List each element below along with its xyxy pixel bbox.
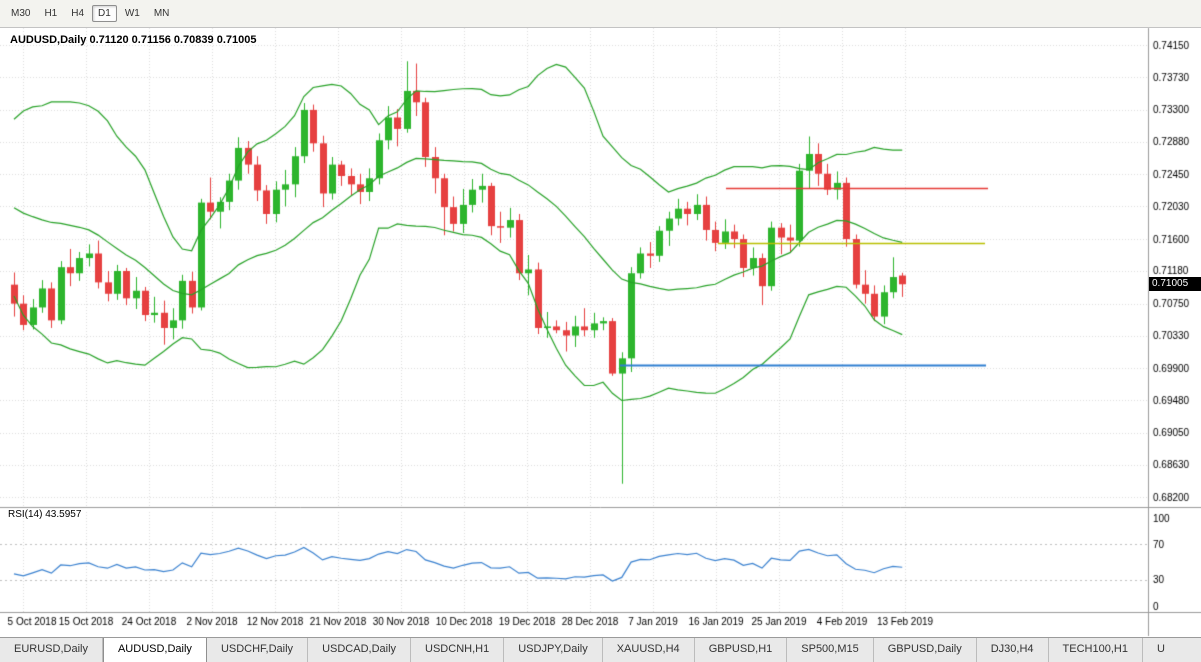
timeframe-mn-button[interactable]: MN xyxy=(148,5,176,22)
tab-gbpusd-h1[interactable]: GBPUSD,H1 xyxy=(694,638,788,662)
tab-gbpusd-daily[interactable]: GBPUSD,Daily xyxy=(873,638,977,662)
tab-clipped[interactable]: U xyxy=(1142,638,1201,662)
tab-xauusd-h4[interactable]: XAUUSD,H4 xyxy=(602,638,695,662)
timeframe-h1-button[interactable]: H1 xyxy=(38,5,63,22)
rsi-indicator-label: RSI(14) 43.5957 xyxy=(8,509,82,520)
tab-usdjpy-daily[interactable]: USDJPY,Daily xyxy=(504,638,603,662)
tab-audusd-daily[interactable]: AUDUSD,Daily xyxy=(102,638,207,662)
tab-usdcad-daily[interactable]: USDCAD,Daily xyxy=(308,638,412,662)
tab-usdchf-daily[interactable]: USDCHF,Daily xyxy=(206,638,309,662)
tab-tech100-h1[interactable]: TECH100,H1 xyxy=(1048,638,1143,662)
timeframe-d1-button[interactable]: D1 xyxy=(92,5,117,22)
timeframe-toolbar: M30 H1 H4 D1 W1 MN xyxy=(0,0,1201,28)
tab-usdcnh-h1[interactable]: USDCNH,H1 xyxy=(411,638,505,662)
current-price-badge: 0.71005 xyxy=(1149,277,1201,291)
timeframe-w1-button[interactable]: W1 xyxy=(119,5,146,22)
tab-dj30-h4[interactable]: DJ30,H4 xyxy=(976,638,1049,662)
timeframe-m30-button[interactable]: M30 xyxy=(5,5,36,22)
chart-title-ohlc: AUDUSD,Daily 0.71120 0.71156 0.70839 0.7… xyxy=(10,34,257,46)
chart-tabbar: EURUSD,Daily AUDUSD,Daily USDCHF,Daily U… xyxy=(0,637,1201,662)
tab-sp500-m15[interactable]: SP500,M15 xyxy=(787,638,874,662)
timeframe-h4-button[interactable]: H4 xyxy=(65,5,90,22)
tab-eurusd-daily[interactable]: EURUSD,Daily xyxy=(0,638,103,662)
